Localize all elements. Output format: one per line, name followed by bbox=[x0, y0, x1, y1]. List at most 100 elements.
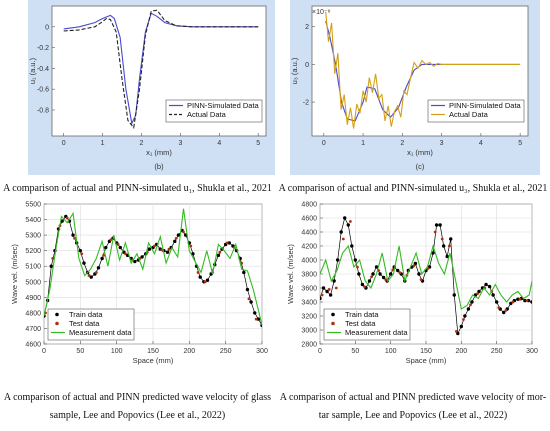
y-tick-label: 5200 bbox=[25, 248, 41, 255]
y-tick-label: -2 bbox=[303, 100, 309, 107]
y-tick-label: 0 bbox=[305, 62, 309, 69]
caption-d-line1: A comparison of actual and PINN predicte… bbox=[279, 392, 547, 403]
data-point bbox=[491, 293, 495, 297]
data-point bbox=[459, 324, 464, 329]
x-tick-label: 150 bbox=[147, 348, 159, 355]
legend-entry: Measurement data bbox=[345, 328, 408, 337]
x-tick-label: 0 bbox=[318, 348, 322, 355]
data-point bbox=[438, 223, 442, 227]
data-point bbox=[242, 270, 246, 275]
legend-entry: Test data bbox=[69, 319, 100, 328]
y-tick-label: 4600 bbox=[25, 342, 41, 349]
series-layer bbox=[44, 208, 262, 328]
data-point bbox=[504, 309, 508, 312]
data-point bbox=[525, 299, 529, 302]
data-point bbox=[196, 271, 200, 274]
data-point bbox=[327, 288, 331, 291]
x-tick-label: 250 bbox=[491, 348, 503, 355]
legend-entry: Test data bbox=[345, 319, 376, 328]
data-point bbox=[454, 330, 458, 333]
data-point bbox=[325, 289, 329, 294]
y-tick-label: 4800 bbox=[25, 310, 41, 317]
panel-label: (b) bbox=[154, 162, 164, 171]
legend-entry: Train data bbox=[69, 310, 103, 319]
data-point bbox=[469, 303, 472, 307]
chart-mortar-wave-velocity: 0 50 100 150 200 250 300 2800 3000 3200 3400 3600 38… bbox=[286, 198, 540, 374]
chart-u3: 0 1 2 3 4 5 2 0 -2 x₁ (mm) u₃ (a.u.) ×10⁻⁸ (c) PINN-S… bbox=[290, 0, 540, 175]
data-point bbox=[65, 216, 69, 220]
caption-c: A comparison of actual and PINN predicte… bbox=[0, 389, 275, 425]
chart-glass-wave-velocity: 0 50 100 150 200 250 300 4600 4700 4800 4900 5000 51… bbox=[10, 198, 272, 374]
x-tick-label: 1 bbox=[101, 140, 105, 147]
legend-box bbox=[323, 308, 411, 341]
data-point bbox=[494, 300, 499, 304]
data-point bbox=[447, 244, 451, 248]
data-point bbox=[441, 244, 446, 248]
series-line-measurement-data bbox=[44, 208, 262, 326]
data-point bbox=[412, 264, 416, 267]
y-axis-label: Wave vel. (m/sec) bbox=[10, 244, 19, 304]
series-line-actual-data bbox=[63, 9, 259, 130]
y-tick-label: -0.2 bbox=[37, 45, 49, 52]
data-point bbox=[147, 247, 152, 251]
x-tick-label: 200 bbox=[183, 348, 195, 355]
x-axis-label: x₁ (mm) bbox=[146, 148, 172, 157]
legend-marker bbox=[331, 321, 335, 326]
x-tick-label: 200 bbox=[455, 348, 467, 355]
data-point bbox=[174, 236, 178, 240]
data-point bbox=[320, 293, 324, 297]
data-point bbox=[518, 297, 522, 301]
data-point bbox=[378, 272, 382, 276]
data-point bbox=[256, 317, 261, 321]
series-line-measurement-data bbox=[320, 244, 532, 310]
data-point bbox=[341, 237, 345, 241]
x-tick-label: 0 bbox=[62, 140, 66, 147]
data-point bbox=[463, 314, 467, 318]
data-point bbox=[363, 285, 366, 288]
y-tick-label: 3200 bbox=[301, 314, 317, 321]
data-point bbox=[80, 252, 84, 256]
legend-entry: Actual Data bbox=[449, 110, 489, 119]
data-point bbox=[523, 298, 527, 303]
chart-u1: 0 1 2 3 4 5 0 -0.2 -0.4 -0.6 -0.8 x₁ (mm) u₁ (a.u.) (… bbox=[28, 0, 275, 175]
data-point bbox=[433, 230, 437, 234]
legend-marker bbox=[331, 312, 335, 317]
data-point bbox=[218, 250, 222, 254]
series-layer bbox=[63, 9, 259, 130]
x-tick-label: 50 bbox=[351, 348, 359, 355]
data-point bbox=[173, 239, 177, 244]
data-point bbox=[445, 254, 449, 259]
legend-marker bbox=[55, 321, 59, 326]
caption-b: A comparison of actual and PINN-simulate… bbox=[278, 183, 548, 194]
x-tick-label: 300 bbox=[256, 348, 268, 355]
legend-entry: PINN-Simulated Data bbox=[187, 101, 260, 110]
y-axis-label: Wave vel. (m/sec) bbox=[286, 244, 295, 304]
data-point bbox=[487, 284, 492, 289]
y-tick-label: -0.4 bbox=[37, 66, 49, 73]
caption-c-line1: A comparison of actual and PINN predicte… bbox=[3, 392, 272, 403]
data-point bbox=[388, 272, 393, 276]
data-point bbox=[346, 223, 350, 227]
data-point bbox=[419, 278, 423, 281]
data-point bbox=[440, 237, 444, 241]
data-point bbox=[462, 318, 465, 321]
x-axis-label: Space (mm) bbox=[406, 356, 447, 365]
data-point bbox=[60, 219, 64, 223]
data-point bbox=[123, 252, 127, 256]
data-point bbox=[176, 233, 181, 237]
data-point bbox=[153, 244, 156, 248]
data-point bbox=[205, 278, 210, 282]
data-point bbox=[476, 292, 479, 295]
y-tick-label: 5300 bbox=[25, 233, 41, 240]
data-point bbox=[73, 236, 76, 240]
x-tick-label: 3 bbox=[178, 140, 182, 147]
x-tick-label: 2 bbox=[140, 140, 144, 147]
data-point bbox=[367, 279, 372, 283]
x-tick-label: 100 bbox=[111, 348, 123, 355]
data-point bbox=[247, 297, 251, 301]
y-axis-label: u₁ (a.u.) bbox=[28, 57, 37, 84]
data-point bbox=[94, 271, 98, 274]
